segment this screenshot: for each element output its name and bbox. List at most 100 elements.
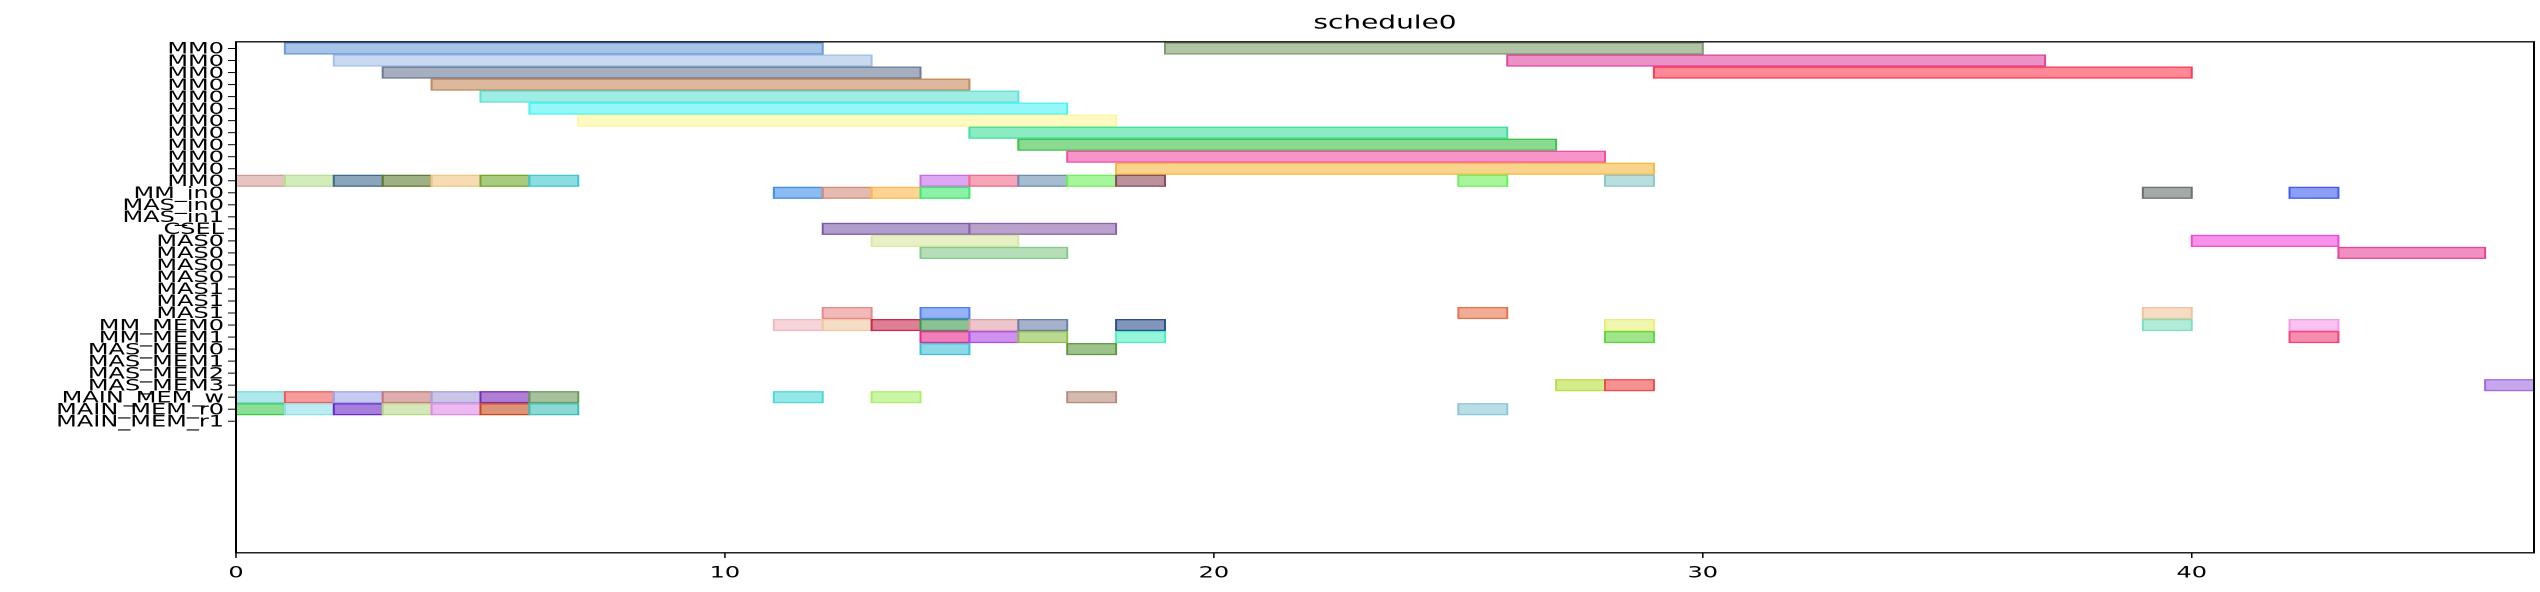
- task-bar-77: [332, 403, 384, 416]
- task-bar-60: [919, 343, 971, 356]
- y-tick-label-17: MAS0: [156, 243, 224, 262]
- task-bar-78: [381, 403, 433, 416]
- y-tick-label-27: MAS_MEM2: [88, 364, 224, 383]
- task-bar-76: [283, 403, 335, 416]
- x-tick-label-3: 30: [1688, 563, 1719, 582]
- y-tick-label-9: MM0: [167, 147, 224, 166]
- task-bar-49: [1017, 319, 1069, 332]
- task-bar-80: [479, 403, 531, 416]
- task-bar-81: [528, 403, 580, 416]
- task-bar-46: [870, 319, 922, 332]
- task-bar-64: [2484, 379, 2536, 392]
- task-bar-16: [332, 174, 384, 187]
- task-bar-8: [528, 102, 1069, 115]
- task-bar-82: [1457, 403, 1509, 416]
- task-bar-26: [1457, 174, 1509, 187]
- task-bar-75: [235, 403, 286, 416]
- task-bar-66: [283, 391, 335, 404]
- task-bar-23: [1017, 174, 1069, 187]
- task-bar-31: [919, 186, 971, 199]
- y-tick-label-2: MM0: [167, 63, 224, 82]
- bars-layer: [235, 42, 2536, 416]
- y-tick-label-15: CSEL: [163, 219, 224, 238]
- task-bar-27: [1604, 174, 1655, 187]
- task-bar-51: [1604, 319, 1655, 332]
- task-bar-50: [1115, 319, 1166, 332]
- task-bar-36: [870, 234, 1020, 247]
- task-bar-28: [772, 186, 824, 199]
- task-bar-13: [1115, 162, 1655, 175]
- task-bar-3: [1506, 54, 2047, 67]
- task-bar-14: [235, 174, 286, 187]
- y-tick-label-20: MAS1: [156, 280, 224, 299]
- chart-title: schedule0: [1313, 12, 1456, 34]
- task-bar-44: [772, 319, 824, 332]
- task-bar-33: [2288, 186, 2340, 199]
- task-bar-20: [528, 174, 580, 187]
- task-bar-40: [821, 306, 873, 320]
- task-bar-34: [821, 222, 971, 235]
- y-tick-label-21: MAS1: [156, 292, 224, 311]
- task-bar-2: [332, 54, 873, 67]
- task-bar-22: [968, 174, 1020, 187]
- task-bar-47: [919, 319, 971, 332]
- y-tick-label-22: MAS1: [156, 304, 224, 323]
- task-bar-73: [870, 391, 922, 404]
- task-bar-59: [2288, 331, 2340, 344]
- task-bar-12: [1066, 150, 1607, 163]
- task-bar-15: [283, 174, 335, 187]
- task-bar-61: [1066, 343, 1118, 356]
- task-bar-55: [968, 331, 1020, 344]
- x-axis: 0 10 20 30 40: [228, 552, 2207, 582]
- y-tick-label-16: MAS0: [156, 231, 224, 250]
- task-bar-7: [479, 90, 1020, 103]
- task-bar-37: [2190, 234, 2340, 247]
- y-tick-label-31: MAIN_MEM_r1: [56, 412, 224, 431]
- task-bar-54: [919, 331, 971, 344]
- y-tick-label-26: MAS_MEM1: [88, 352, 224, 371]
- x-tick-label-2: 20: [1199, 563, 1230, 582]
- y-tick-label-3: MM0: [167, 75, 224, 94]
- task-bar-29: [821, 186, 873, 199]
- task-bar-74: [1066, 391, 1118, 404]
- task-bar-4: [381, 66, 922, 79]
- task-bar-39: [2337, 246, 2487, 259]
- y-tick-label-10: MM0: [167, 159, 224, 178]
- task-bar-65: [235, 391, 286, 404]
- task-bar-57: [1115, 331, 1166, 344]
- task-bar-62: [1555, 379, 1607, 392]
- y-tick-label-29: MAIN_MEM_w: [62, 388, 224, 407]
- task-bar-17: [381, 174, 433, 187]
- task-bar-79: [430, 403, 482, 416]
- task-bar-69: [430, 391, 482, 404]
- y-tick-label-14: MAS_in1: [123, 207, 224, 226]
- task-bar-35: [968, 222, 1118, 235]
- task-bar-41: [919, 306, 971, 320]
- x-tick-label-4: 40: [2176, 563, 2207, 582]
- task-bar-9: [577, 114, 1118, 127]
- task-bar-67: [332, 391, 384, 404]
- y-tick-label-11: MM0: [167, 171, 224, 190]
- x-tick-label-0: 0: [228, 563, 243, 582]
- task-bar-63: [1604, 379, 1655, 392]
- task-bar-10: [968, 126, 1509, 139]
- task-bar-19: [479, 174, 531, 187]
- task-bar-32: [2141, 186, 2193, 199]
- y-tick-label-7: MM0: [167, 123, 224, 142]
- task-bar-24: [1066, 174, 1118, 187]
- task-bar-53: [2288, 319, 2340, 332]
- y-tick-label-28: MAS_MEM3: [88, 376, 224, 395]
- task-bar-68: [381, 391, 433, 404]
- y-axis: MM0MM0MM0MM0MM0MM0MM0MM0MM0MM0MM0MM0MM_i…: [56, 39, 236, 430]
- task-bar-58: [1604, 331, 1655, 344]
- plot-frame: [235, 41, 2535, 554]
- task-bar-72: [772, 391, 824, 404]
- task-bar-43: [2141, 306, 2193, 320]
- task-bar-56: [1017, 331, 1069, 344]
- task-bar-52: [2141, 319, 2193, 332]
- task-bar-42: [1457, 306, 1509, 320]
- task-bar-30: [870, 186, 922, 199]
- y-tick-label-12: MM_in0: [133, 183, 224, 202]
- y-tick-label-6: MM0: [167, 111, 224, 130]
